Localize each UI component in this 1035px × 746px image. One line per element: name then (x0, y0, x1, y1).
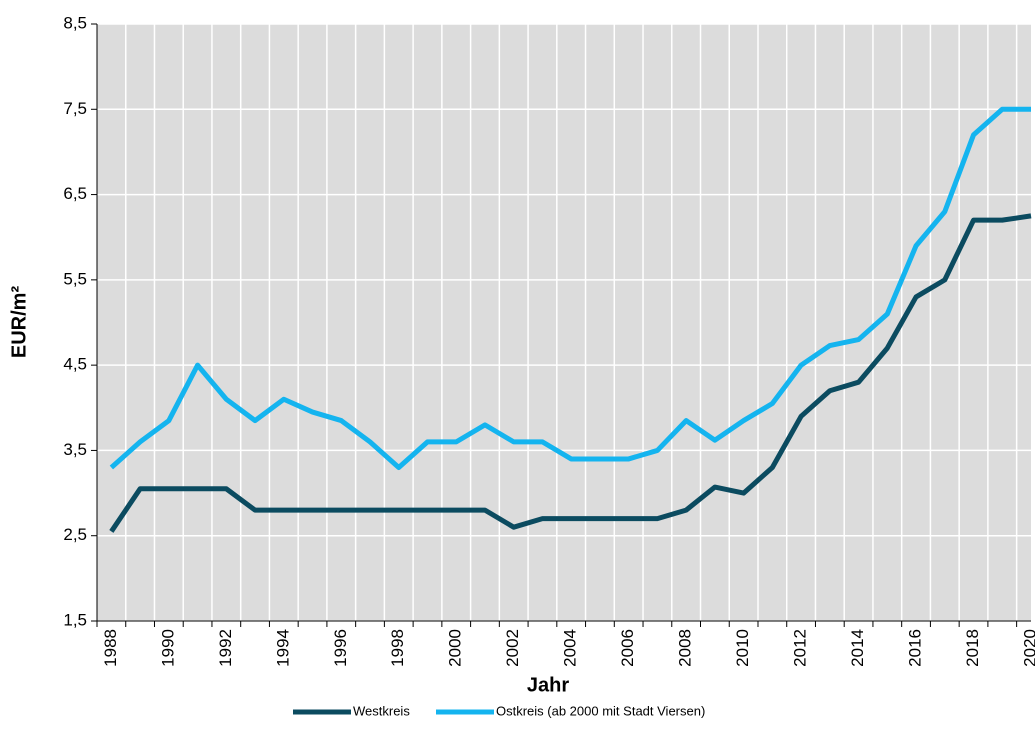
x-tick-label: 2006 (618, 629, 637, 667)
series-line (109, 106, 1031, 470)
x-tick-label: 2018 (963, 629, 982, 667)
x-tick-label: 2016 (906, 629, 925, 667)
y-tick-label: 1,5 (63, 610, 87, 629)
x-tick-label: 2014 (848, 629, 867, 667)
x-tick-label: 1994 (273, 629, 292, 667)
x-tick-label: 1990 (158, 629, 177, 667)
x-tick-label: 2010 (733, 629, 752, 667)
y-axis-label: EUR/m² (8, 286, 30, 359)
x-tick-label: 2002 (503, 629, 522, 667)
y-tick-label: 8,5 (63, 13, 87, 32)
series-line (109, 213, 1032, 533)
x-tick-label: 2004 (561, 629, 580, 667)
legend-label: Westkreis (353, 703, 410, 718)
x-tick-label: 1992 (216, 629, 235, 667)
x-axis-label: Jahr (527, 674, 569, 696)
y-tick-label: 7,5 (63, 99, 87, 118)
x-tick-label: 2020 (1020, 629, 1035, 667)
x-tick-label: 2000 (446, 629, 465, 667)
y-tick-label: 3,5 (63, 440, 87, 459)
y-tick-label: 5,5 (63, 269, 87, 288)
plot-area (97, 24, 1031, 621)
y-tick-label: 4,5 (63, 355, 87, 374)
x-tick-label: 1998 (388, 629, 407, 667)
legend-label: Ostkreis (ab 2000 mit Stadt Viersen) (496, 703, 705, 718)
y-tick-label: 6,5 (63, 184, 87, 203)
x-tick-label: 1996 (331, 629, 350, 667)
x-tick-label: 1988 (101, 629, 120, 667)
y-tick-label: 2,5 (63, 525, 87, 544)
x-tick-label: 2012 (791, 629, 810, 667)
x-tick-label: 2008 (676, 629, 695, 667)
